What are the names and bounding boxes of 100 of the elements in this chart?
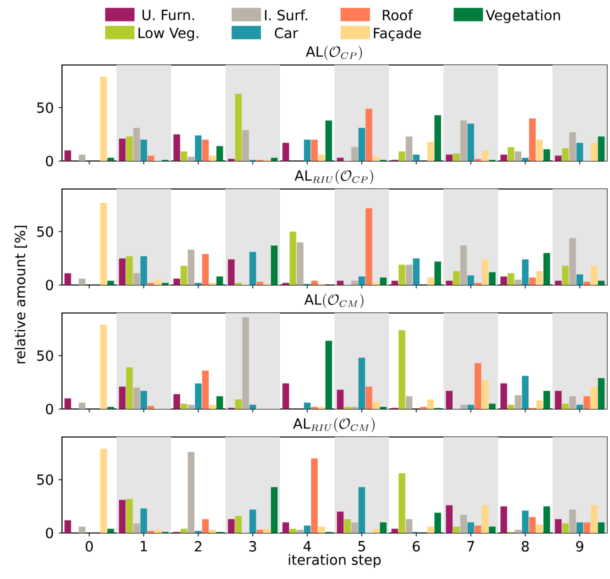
legend-label: Façade <box>374 28 421 41</box>
bar <box>562 148 569 161</box>
bar <box>188 452 194 533</box>
x-tick-label: 1 <box>140 541 147 552</box>
x-axis-title: iteration step <box>288 554 381 568</box>
bar <box>290 528 296 533</box>
bar <box>202 519 209 533</box>
bar <box>311 458 318 533</box>
bar <box>391 280 398 285</box>
bar <box>576 404 584 409</box>
bar <box>282 142 290 161</box>
bar <box>358 276 366 285</box>
bar <box>500 506 508 533</box>
bar <box>576 142 584 161</box>
legend-label: U. Furn. <box>142 10 194 20</box>
bar <box>216 396 224 409</box>
bar <box>380 522 387 533</box>
bar <box>372 528 380 533</box>
bar <box>249 252 256 285</box>
bar <box>569 396 576 409</box>
bar <box>235 94 242 161</box>
bar <box>488 404 496 409</box>
bar <box>474 526 482 533</box>
bar <box>325 120 332 161</box>
bar <box>598 280 605 285</box>
bar <box>453 271 460 285</box>
bar <box>482 150 488 161</box>
bar <box>304 402 311 409</box>
bar <box>311 280 318 285</box>
bar <box>140 140 148 161</box>
bar <box>180 528 188 533</box>
bar <box>514 151 522 161</box>
bar <box>194 135 202 161</box>
bar <box>118 500 126 533</box>
bar <box>562 523 569 533</box>
bar <box>256 282 264 285</box>
bar <box>522 259 529 285</box>
bar <box>554 519 562 533</box>
bar <box>366 108 372 161</box>
bar <box>133 128 140 161</box>
bar <box>209 530 216 533</box>
bar <box>188 156 194 161</box>
bar <box>282 383 290 409</box>
bar <box>194 383 202 409</box>
bar <box>140 256 148 285</box>
bar <box>453 154 460 161</box>
bar <box>173 134 180 161</box>
bar <box>372 156 380 161</box>
bar <box>590 266 598 285</box>
bar <box>202 254 209 285</box>
bar <box>446 280 453 285</box>
bar <box>242 130 249 161</box>
bar <box>351 280 358 285</box>
y-axis-title: relative amount [%] <box>14 226 27 364</box>
bar <box>598 378 605 409</box>
bar <box>554 390 562 409</box>
bar <box>406 136 412 161</box>
bar <box>446 390 453 409</box>
bar <box>514 395 522 409</box>
bar <box>482 505 488 533</box>
bar <box>64 398 72 409</box>
bar <box>467 124 474 161</box>
bar <box>140 390 148 409</box>
bar <box>304 526 311 533</box>
bar <box>118 138 126 161</box>
bar <box>282 522 290 533</box>
bar <box>133 388 140 409</box>
bar <box>118 258 126 285</box>
bar <box>427 399 434 409</box>
bar <box>398 473 406 533</box>
bar <box>446 505 453 533</box>
chart-title: $\mbox{AL}(\mathcal{O}_{CM})$ <box>304 294 364 308</box>
bar <box>569 132 576 161</box>
bar <box>598 136 605 161</box>
bar <box>554 156 562 161</box>
bar <box>529 516 536 533</box>
bar <box>344 519 351 533</box>
bar <box>488 272 496 285</box>
bar <box>264 528 270 533</box>
bar <box>64 150 72 161</box>
bar <box>64 273 72 285</box>
bar <box>140 508 148 533</box>
bar <box>543 506 550 533</box>
bar <box>133 273 140 285</box>
bar <box>500 276 508 285</box>
bar <box>406 264 412 285</box>
bar <box>126 498 133 533</box>
bar <box>118 386 126 409</box>
bar <box>366 386 372 409</box>
bar <box>154 280 162 285</box>
bar <box>372 402 380 409</box>
bar <box>209 404 216 409</box>
bar <box>311 140 318 161</box>
bar <box>446 154 453 161</box>
bar <box>590 386 598 409</box>
bar <box>336 512 344 533</box>
bar <box>202 140 209 161</box>
y-tick-label: 50 <box>37 350 54 361</box>
bar <box>406 519 412 533</box>
legend-label: Car <box>274 28 298 38</box>
